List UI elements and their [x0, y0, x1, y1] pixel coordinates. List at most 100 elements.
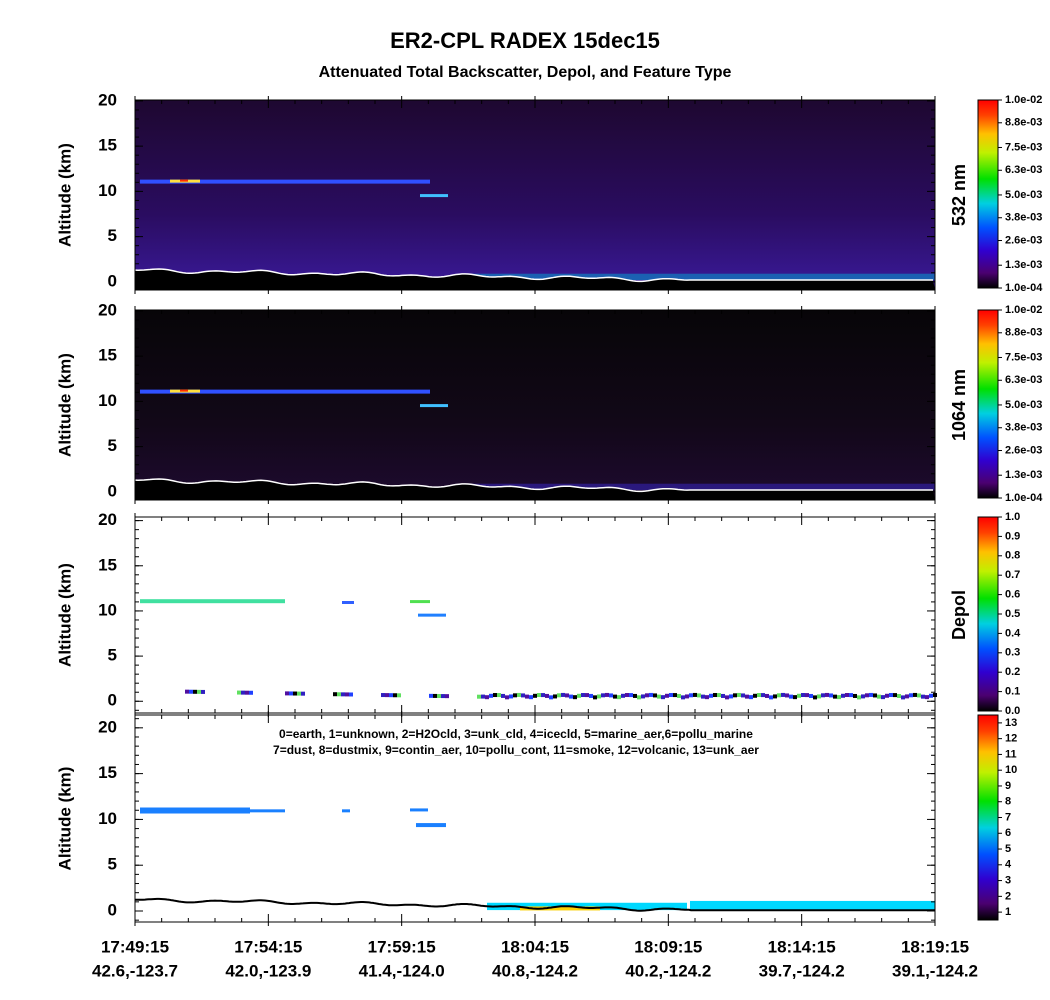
colorbar-tick-label: 11: [1005, 748, 1017, 760]
x-tick-label: 39.1,-124.2: [892, 961, 978, 980]
depol-pixel: [833, 694, 837, 699]
depol-pixel: [641, 694, 645, 699]
depol-pixel: [597, 694, 601, 699]
depol-pixel: [501, 693, 505, 698]
depol-pixel: [533, 693, 537, 698]
depol-pixel: [341, 692, 345, 697]
colorbar-tick-label: 0.8: [1005, 550, 1020, 562]
depol-pixel: [537, 693, 541, 698]
colorbar-tick-label: 6: [1005, 827, 1011, 839]
aerosol: [520, 906, 600, 911]
depol-pixel: [617, 695, 621, 700]
depol-pixel: [929, 693, 933, 698]
depol-pixel: [433, 693, 437, 698]
depol-pixel: [297, 691, 301, 696]
depol-pixel: [505, 695, 509, 700]
depol-pixel: [241, 690, 245, 695]
depol-pixel: [829, 693, 833, 698]
depol-pixel: [385, 693, 389, 698]
depol-pixel: [249, 690, 253, 695]
colorbar-tick-label: 0.6: [1005, 589, 1020, 601]
y-tick-label: 20: [98, 300, 117, 319]
x-tick-label: 17:59:15: [368, 937, 436, 956]
depol-pixel: [857, 695, 861, 700]
colorbar-tick-label: 8.8e-03: [1005, 117, 1042, 129]
depol-pixel: [549, 695, 553, 700]
y-tick-label: 15: [98, 555, 117, 574]
depol-pixel: [849, 693, 853, 698]
depol-pixel: [193, 689, 197, 694]
colorbar: [977, 309, 999, 499]
depol-pixel: [817, 694, 821, 699]
legend-text: 0=earth, 1=unknown, 2=H2Ocld, 3=unk_cld,…: [279, 727, 753, 741]
y-axis-label: Altitude (km): [55, 353, 74, 457]
y-axis-label: Altitude (km): [55, 143, 74, 247]
depol-pixel: [889, 693, 893, 698]
y-tick-label: 15: [98, 763, 117, 782]
y-tick-label: 15: [98, 136, 117, 155]
depol-pixel: [293, 691, 297, 696]
depol-pixel: [197, 689, 201, 694]
depol-pixel: [513, 693, 517, 698]
x-tick-label: 40.2,-124.2: [625, 961, 711, 980]
depol-pixel: [485, 695, 489, 700]
depol-pixel: [589, 693, 593, 698]
y-tick-label: 0: [108, 271, 117, 290]
chart-subtitle: Attenuated Total Backscatter, Depol, and…: [319, 64, 732, 81]
depol-pixel: [841, 693, 845, 698]
depol-pixel: [189, 689, 193, 694]
depol-pixel: [761, 693, 765, 698]
depol-pixel: [709, 693, 713, 698]
colorbar-label: 532 nm: [949, 164, 969, 226]
colorbar: [977, 714, 999, 921]
depol-pixel: [909, 693, 913, 698]
depol-pixel: [733, 693, 737, 698]
colorbar-tick-label: 7.5e-03: [1005, 351, 1042, 363]
depol-pixel: [885, 693, 889, 698]
depol-pixel: [921, 694, 925, 699]
depol-pixel: [897, 693, 901, 698]
y-tick-label: 5: [108, 855, 117, 874]
colorbar-tick-label: 9: [1005, 780, 1011, 792]
colorbar-tick-label: 0.1: [1005, 686, 1020, 698]
colorbar-tick-label: 1.0: [1005, 511, 1020, 523]
depol-pixel: [809, 693, 813, 698]
cloud: [140, 807, 250, 814]
cloud: [410, 808, 428, 812]
colorbar-tick-label: 1.3e-03: [1005, 469, 1042, 481]
depol-pixel: [693, 692, 697, 697]
depol-pixel: [245, 690, 249, 695]
y-tick-label: 0: [108, 691, 117, 710]
depol-pixel: [525, 694, 529, 699]
depol-pixel: [625, 693, 629, 698]
colorbar-tick-label: 13: [1005, 717, 1017, 729]
depol-pixel: [917, 693, 921, 698]
x-tick-label: 42.6,-123.7: [92, 961, 178, 980]
depol-pixel: [517, 692, 521, 697]
x-tick-label: 18:19:15: [901, 937, 969, 956]
colorbar-tick-label: 1.0e-02: [1005, 94, 1042, 106]
cloud: [140, 179, 430, 184]
depol-pixel: [557, 693, 561, 698]
depol-pixel: [657, 694, 661, 699]
colorbar-tick-label: 0.5: [1005, 608, 1020, 620]
cloud: [342, 601, 354, 604]
y-tick-label: 0: [108, 481, 117, 500]
depol-pixel: [741, 693, 745, 698]
depol-pixel: [853, 693, 857, 698]
colorbar-tick-label: 6.3e-03: [1005, 374, 1042, 386]
depol-pixel: [645, 693, 649, 698]
colorbar-tick-label: 5.0e-03: [1005, 399, 1042, 411]
y-tick-label: 0: [108, 900, 117, 919]
x-tick-label: 18:09:15: [634, 937, 702, 956]
colorbar-tick-label: 1.0e-02: [1005, 304, 1042, 316]
depol-pixel: [781, 692, 785, 697]
depol-pixel: [893, 693, 897, 698]
depol-pixel: [393, 693, 397, 698]
colorbar-tick-label: 7: [1005, 811, 1011, 823]
depol-pixel: [725, 695, 729, 700]
depol-pixel: [717, 693, 721, 698]
depol-pixel: [489, 693, 493, 698]
x-tick-label: 18:14:15: [768, 937, 836, 956]
